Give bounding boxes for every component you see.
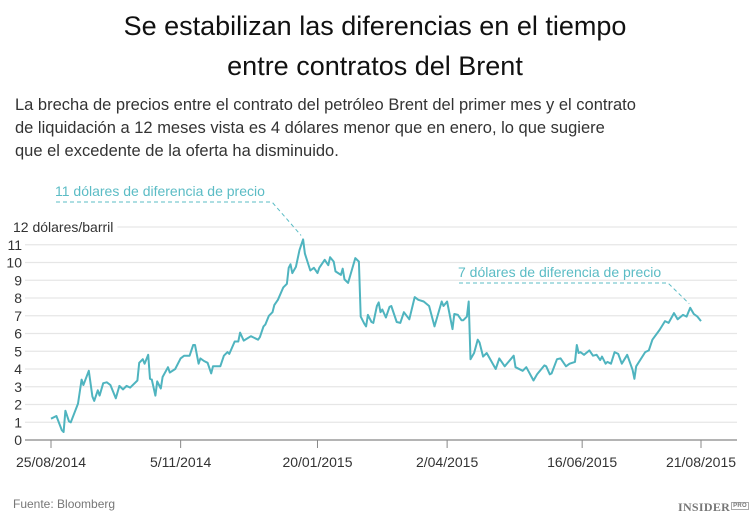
title-line: entre contratos del Brent: [227, 51, 523, 81]
x-tick-label: 25/08/2014: [16, 454, 86, 470]
chart-title: Se estabilizan las diferencias en el tie…: [0, 6, 750, 86]
x-tick-label: 5/11/2014: [150, 454, 211, 470]
y-tick-label: 10: [6, 255, 22, 271]
title-line: Se estabilizan las diferencias en el tie…: [123, 11, 627, 41]
source-note: Fuente: Bloomberg: [13, 497, 116, 511]
logo-main: INSIDER: [678, 500, 731, 514]
y-tick-label: 6: [14, 326, 22, 342]
annotation-label: 7 dólares de diferencia de precio: [458, 264, 661, 280]
subtitle-line: La brecha de precios entre el contrato d…: [15, 96, 636, 114]
y-tick-label: 12 dólares/barril: [13, 219, 113, 235]
x-tick-label: 21/08/2015: [666, 454, 736, 470]
y-tick-label: 9: [14, 272, 22, 288]
y-tick-label: 0: [14, 432, 22, 448]
series-path: [50, 238, 702, 433]
series-line: [50, 238, 702, 433]
y-tick-label: 8: [14, 290, 22, 306]
y-tick-label: 11: [7, 237, 22, 253]
y-tick-label: 7: [14, 308, 22, 324]
annotation-leader: [459, 282, 690, 305]
y-tick-label: 1: [14, 414, 22, 430]
y-tick-label: 3: [14, 379, 22, 395]
subtitle-line: que el excedente de la oferta ha disminu…: [15, 142, 339, 160]
x-tick-label: 20/01/2015: [282, 454, 352, 470]
x-tick-label: 16/06/2015: [547, 454, 617, 470]
insider-pro-logo: INSIDER PRO: [678, 500, 750, 515]
y-tick-label: 4: [14, 361, 22, 377]
subtitle-line: de liquidación a 12 meses vista es 4 dól…: [15, 119, 605, 137]
x-tick-label: 2/04/2015: [416, 454, 478, 470]
annotation-label: 11 dólares de diferencia de precio: [55, 183, 265, 199]
y-tick-label: 5: [14, 343, 22, 359]
y-label-background: [11, 219, 118, 235]
logo-sup: PRO: [731, 502, 750, 510]
annotation-leader: [56, 201, 302, 236]
chart-subtitle: La brecha de precios entre el contrato d…: [15, 94, 735, 163]
y-tick-label: 2: [14, 397, 22, 413]
